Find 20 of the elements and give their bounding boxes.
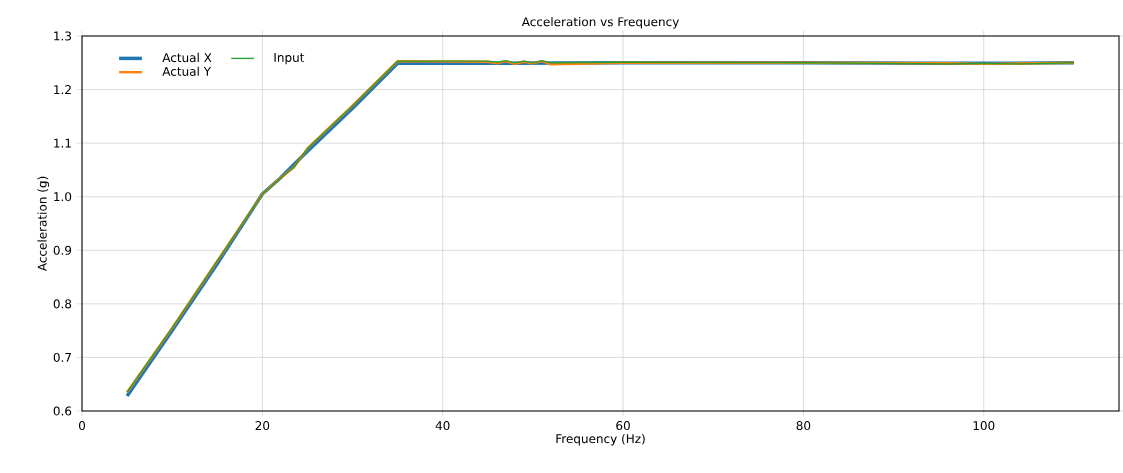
y-tick-label: 0.8: [53, 299, 72, 309]
y-tick-label: 0.7: [53, 352, 71, 362]
y-tick-label: 1.0: [54, 192, 72, 202]
chart-title: Acceleration vs Frequency: [521, 17, 679, 29]
x-tick-label: 100: [973, 421, 995, 431]
y-tick-label: 1.1: [54, 138, 71, 148]
x-tick-label: 60: [616, 421, 630, 431]
x-axis-title: Frequency (Hz): [556, 433, 645, 446]
legend-label: Input: [274, 53, 305, 65]
legend-label: Actual X: [162, 52, 212, 63]
y-tick-label: 1.2: [54, 85, 71, 95]
y-tick-label: 0.6: [53, 406, 72, 416]
x-tick-label: 0: [78, 421, 86, 431]
legend-label: Actual Y: [162, 66, 212, 76]
x-tick-label: 80: [796, 421, 811, 431]
x-tick-label: 20: [255, 421, 270, 431]
y-axis-title: Acceleration (g): [37, 176, 50, 272]
x-tick-label: 40: [435, 421, 450, 431]
y-tick-label: 1.3: [54, 31, 71, 41]
y-tick-label: 0.9: [53, 245, 72, 255]
